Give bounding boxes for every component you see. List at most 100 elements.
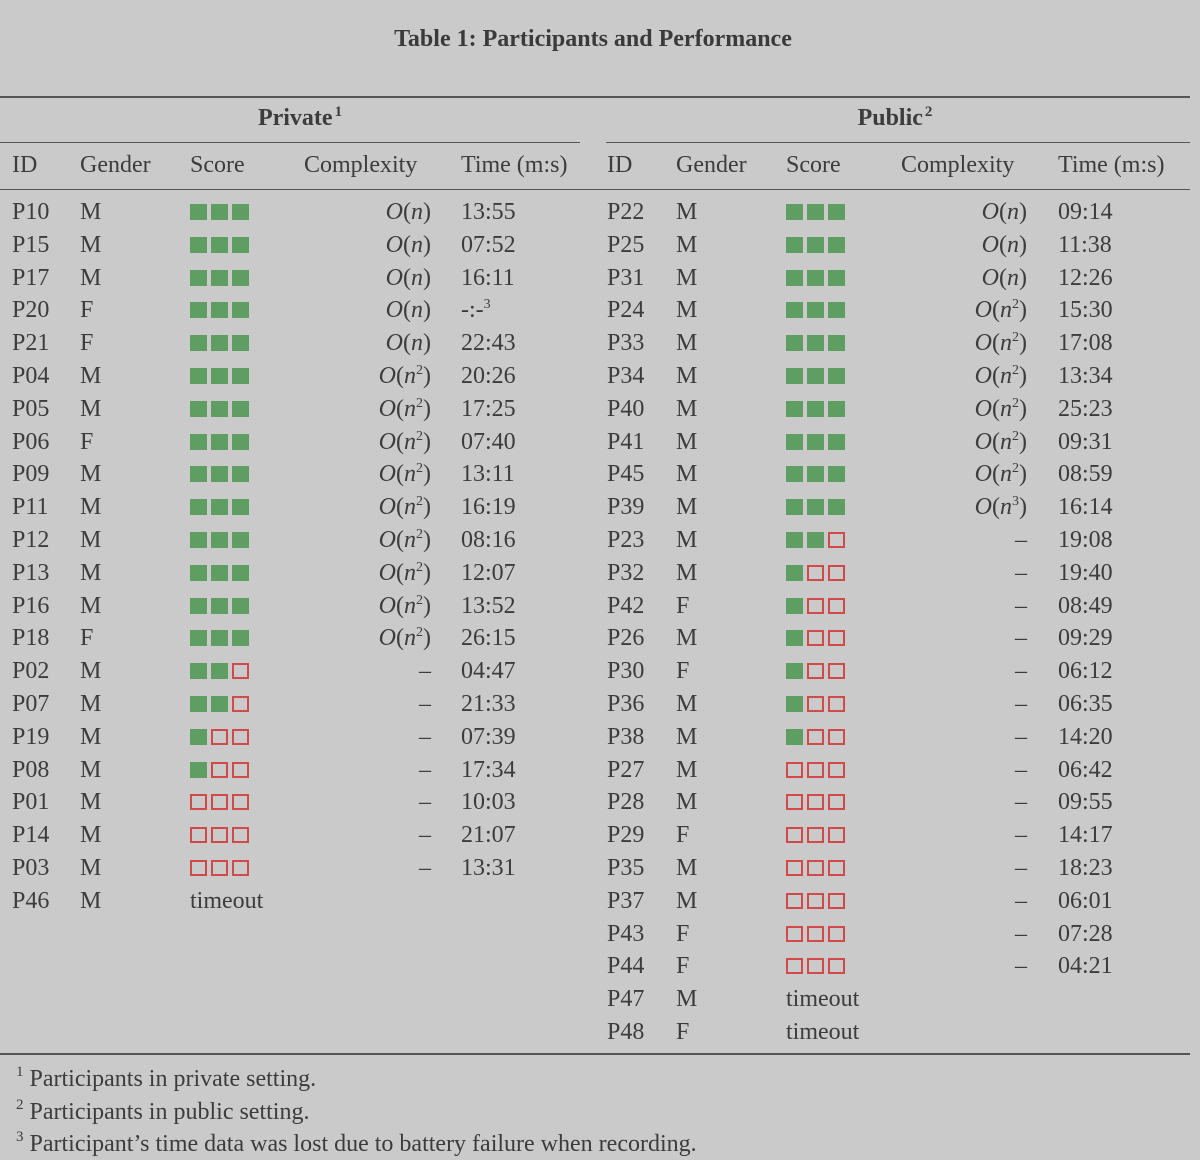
private-cell-id: P09 [12,461,50,488]
private-cell-gender: M [80,231,102,258]
score-empty-box [232,860,249,876]
private-cell-complexity: O(n2) [378,461,431,488]
public-cell-time: 09:29 [1058,625,1113,652]
private-cell-id: P12 [12,527,50,553]
public-cell-gender: M [676,559,698,586]
footnote-1: 1 Participants in private setting. [16,1064,316,1093]
public-group-rule [606,142,1190,143]
public-cell-gender: F [676,658,690,685]
public-cell-time: 04:21 [1058,953,1113,980]
private-cell-gender: M [80,494,102,521]
private-cell-id: P13 [12,559,50,586]
score-filled-box [190,236,207,253]
score-empty-box [828,696,845,712]
score-empty-box [828,958,845,975]
public-cell-complexity: – [1015,691,1027,717]
score-filled-box [232,433,249,450]
score-filled-box [211,335,228,352]
header-rule [0,189,1190,190]
top-rule [0,96,1190,98]
private-group-label: Private [257,105,333,131]
score-empty-box [807,860,824,876]
private-score-boxes [190,532,249,548]
public-cell-gender: M [676,887,698,914]
score-empty-box [807,958,824,975]
score-filled-box [828,269,845,286]
public-cell-complexity: O(n2) [974,297,1027,324]
public-header-id: ID [607,152,633,178]
score-filled-box [211,269,228,286]
score-empty-box [211,827,228,844]
private-cell-time: 07:40 [461,428,516,455]
public-cell-id: P28 [607,789,645,816]
public-cell-id: P35 [607,855,645,881]
score-filled-box [211,204,228,220]
public-cell-gender: M [676,231,698,258]
private-score-text: timeout [190,887,264,914]
score-filled-box [828,433,845,450]
score-filled-box [807,466,824,483]
public-score-boxes [786,236,845,253]
public-cell-id: P22 [607,199,645,225]
private-cell-time: -:-3 [461,297,491,324]
private-cell-id: P46 [12,887,50,914]
public-cell-complexity: O(n2) [974,461,1027,488]
score-empty-box [232,761,249,778]
score-empty-box [786,761,803,778]
private-score-boxes [190,433,249,450]
public-cell-id: P31 [607,264,645,291]
private-cell-time: 20:26 [461,363,516,389]
private-score-boxes [190,368,249,384]
private-score-boxes [190,204,249,220]
footnote-2: 2 Participants in public setting. [16,1097,310,1126]
public-cell-time: 25:23 [1058,395,1113,422]
public-cell-complexity: O(n2) [974,428,1027,455]
private-header-gender: Gender [80,152,151,178]
private-cell-gender: F [80,297,94,324]
public-cell-gender: M [676,395,698,422]
public-cell-gender: F [676,1019,690,1045]
public-cell-time: 08:49 [1058,592,1113,619]
footnote-3: 3 Participant’s time data was lost due to… [16,1129,697,1158]
score-empty-box [828,892,845,909]
public-group-label: Public [857,105,923,131]
public-cell-gender: M [676,363,698,389]
score-filled-box [190,564,207,581]
score-empty-box [232,794,249,811]
public-score-boxes [786,827,845,844]
score-filled-box [232,597,249,614]
score-empty-box [786,958,803,975]
private-cell-gender: M [80,822,102,849]
public-cell-complexity: – [1015,625,1027,652]
private-cell-time: 08:16 [461,527,516,553]
private-cell-id: P05 [12,395,50,422]
public-cell-gender: M [676,625,698,652]
public-header-time: Time (m:s) [1058,152,1165,178]
public-cell-id: P29 [607,822,645,849]
private-cell-time: 21:07 [461,822,516,849]
score-filled-box [232,499,249,516]
public-cell-id: P36 [607,691,645,717]
public-score-boxes [786,630,845,647]
private-cell-gender: M [80,855,102,881]
public-cell-time: 19:40 [1058,559,1113,586]
public-cell-gender: M [676,756,698,783]
score-empty-box [807,597,824,614]
public-score-boxes [786,335,845,352]
score-empty-box [807,761,824,778]
public-cell-time: 06:12 [1058,658,1113,685]
private-cell-id: P16 [12,592,50,619]
private-header-id: ID [12,152,38,178]
footnote-2-text: Participants in public setting. [29,1099,310,1125]
public-cell-complexity: – [1015,789,1027,816]
private-cell-complexity: O(n) [385,231,431,258]
score-filled-box [807,335,824,352]
public-score-boxes [786,761,845,778]
private-cell-id: P08 [12,756,50,783]
private-cell-gender: M [80,527,102,553]
private-cell-time: 13:55 [461,199,516,225]
score-filled-box [232,204,249,220]
public-cell-id: P47 [607,986,645,1013]
private-cell-id: P11 [12,494,49,521]
score-filled-box [786,663,803,680]
